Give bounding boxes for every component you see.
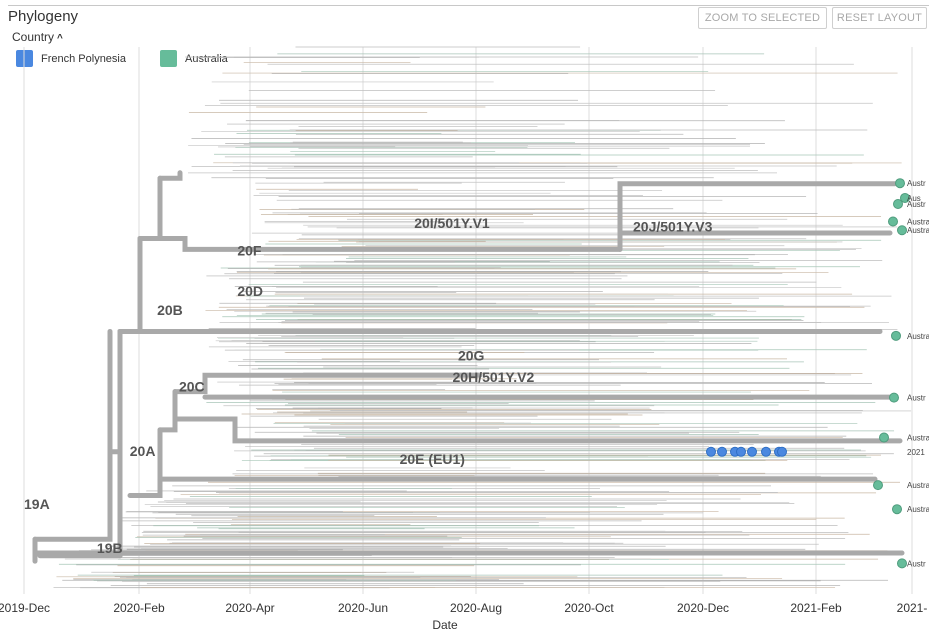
x-tick-label: 2021- [897,601,928,615]
tip-label: Austr [907,394,926,403]
zoom-to-selected-button[interactable]: ZOOM TO SELECTED [698,7,827,29]
legend-swatch [160,50,177,67]
tree-branch [127,427,163,499]
french-polynesia-tip[interactable] [747,446,757,457]
french-polynesia-tip[interactable] [717,446,727,457]
french-polynesia-tip[interactable] [761,446,771,457]
clade-label: 19A [24,496,50,512]
australia-tip[interactable] [889,392,899,403]
legend-label: Australia [185,52,228,65]
australia-tip[interactable] [897,558,907,569]
australia-tip[interactable] [891,330,901,341]
australia-tip[interactable] [888,216,898,227]
chevron-up-icon: ^ [57,33,63,44]
x-tick-label: 2019-Dec [0,601,50,615]
australia-tip[interactable] [892,504,902,515]
x-tick-label: 2020-Feb [113,601,165,615]
australia-tip[interactable] [895,178,905,189]
clade-label: 20F [237,242,262,258]
tree-branch [617,181,898,252]
x-tick-label: 2020-Dec [677,601,729,615]
color-by-toggle[interactable]: Country ^ [12,30,63,44]
clade-label: 20I/501Y.V1 [414,215,490,231]
reset-layout-button[interactable]: RESET LAYOUT [832,7,927,29]
x-tick-label: 2020-Aug [450,601,502,615]
legend-item-australia[interactable]: Australia [160,50,228,67]
panel-title: Phylogeny [8,8,79,25]
tree-branch [157,235,623,252]
french-polynesia-tip[interactable] [777,446,787,457]
tip-label: 2021 [907,448,925,457]
x-tick-label: 2020-Jun [338,601,388,615]
tip-label: Australia/ [907,434,929,443]
clade-label: 20D [237,283,263,299]
tip-label: Austr [907,559,926,568]
clade-label: 20C [179,379,205,395]
clade-label: 20A [130,443,156,459]
french-polynesia-tip[interactable] [706,446,716,457]
tip-label: Aus [907,194,921,203]
tip-label: Austra [907,226,929,235]
clade-label: 20E (EU1) [400,451,465,467]
tip-label: Australia [907,332,929,341]
tree-branch [157,416,903,444]
color-by-label: Country [12,30,55,44]
australia-tip[interactable] [893,198,903,209]
tree-branch [172,372,483,395]
clade-label: 20B [157,302,183,318]
australia-tip[interactable] [879,432,889,443]
clade-label: 20G [458,347,485,363]
x-tick-label: 2020-Oct [564,601,614,615]
tip-label: Australia/N [907,481,929,490]
x-axis-title: Date [432,618,458,632]
x-tick-label: 2020-Apr [225,601,274,615]
panel-top-rule [8,5,929,6]
clade-label: 20J/501Y.V3 [633,218,713,234]
tree-branch [32,328,113,542]
australia-tip[interactable] [900,192,910,203]
tip-label: Austr [907,200,926,209]
clade-label: 19B [97,540,123,556]
australia-tip[interactable] [873,480,883,491]
tree-branch [157,170,183,181]
legend-label: French Polynesia [41,52,126,65]
australia-tip[interactable] [897,225,907,236]
tree-branch [137,175,163,241]
clade-label: 20H/501Y.V2 [453,369,535,385]
tip-label: Austr [907,179,926,188]
tip-label: Austra [907,217,929,226]
x-tick-label: 2021-Feb [790,601,842,615]
tip-label: Austral [907,505,929,514]
french-polynesia-tip[interactable] [736,446,746,457]
